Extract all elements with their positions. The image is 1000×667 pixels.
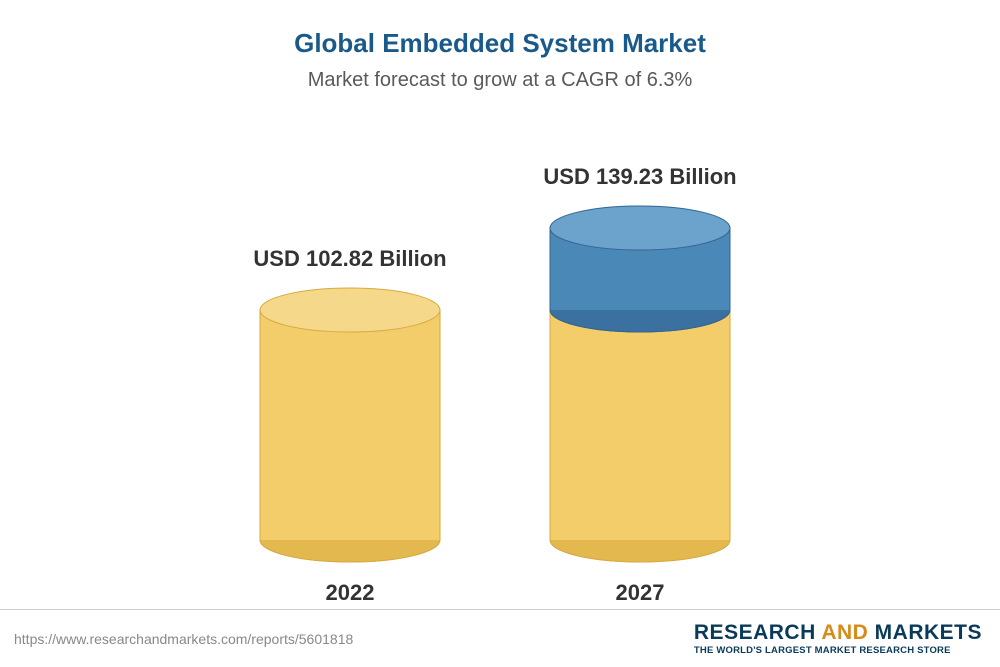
chart-area: USD 102.82 Billion USD 139.23 Billion 20… [0, 110, 1000, 580]
chart-subtitle: Market forecast to grow at a CAGR of 6.3… [0, 69, 1000, 92]
logo-word-research: RESEARCH [694, 621, 816, 644]
logo-word-markets: MARKETS [875, 621, 982, 644]
brand-logo-text: RESEARCH AND MARKETS [694, 622, 982, 643]
chart-title: Global Embedded System Market [0, 0, 1000, 59]
cylinder-year-label: 2022 [260, 580, 440, 606]
cylinder-chart-svg [0, 110, 1000, 580]
cylinder-year-label: 2027 [550, 580, 730, 606]
footer: https://www.researchandmarkets.com/repor… [0, 609, 1000, 667]
cylinder-value-label: USD 102.82 Billion [220, 246, 480, 272]
brand-logo: RESEARCH AND MARKETS THE WORLD'S LARGEST… [694, 622, 982, 656]
brand-tagline: THE WORLD'S LARGEST MARKET RESEARCH STOR… [694, 645, 982, 656]
source-url: https://www.researchandmarkets.com/repor… [14, 631, 353, 647]
logo-word-and: AND [821, 621, 868, 644]
cylinder-value-label: USD 139.23 Billion [510, 164, 770, 190]
